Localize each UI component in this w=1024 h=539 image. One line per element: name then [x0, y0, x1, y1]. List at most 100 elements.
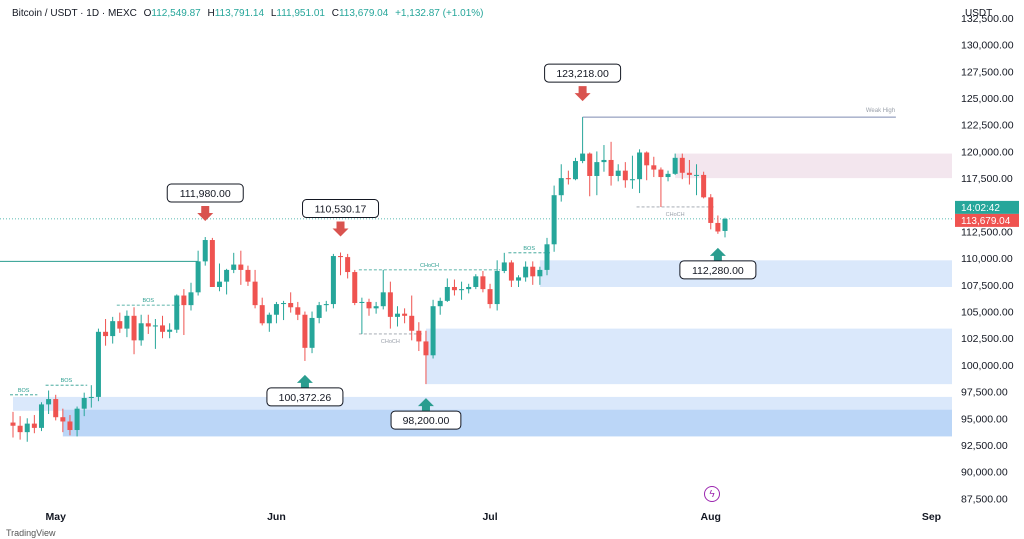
y-tick-label: 117,500.00 [961, 173, 1013, 185]
candle-body [380, 292, 386, 307]
arrow-down-icon [574, 86, 591, 102]
candle-body [238, 264, 244, 270]
candle-body [46, 399, 52, 405]
candle [437, 297, 443, 315]
price-callout-box [544, 63, 622, 83]
candle-body [74, 408, 80, 431]
candle [110, 316, 116, 344]
candle [330, 253, 336, 309]
candle [259, 297, 265, 326]
candle [644, 151, 650, 181]
candle-body [679, 157, 685, 173]
candle-body [81, 397, 87, 409]
candle-body [224, 269, 230, 282]
candle [195, 250, 201, 296]
candle-body [437, 300, 443, 307]
candle-body [373, 306, 379, 309]
high-value: 113,791.14 [214, 8, 265, 19]
candle [416, 322, 422, 352]
candle [238, 250, 244, 285]
candle [224, 268, 230, 295]
candle-body [601, 159, 607, 163]
candle-body [402, 313, 408, 316]
candle [565, 170, 571, 185]
candle-body [117, 321, 123, 329]
candle [694, 164, 700, 196]
candle-body [494, 270, 500, 305]
candle-body [701, 174, 707, 198]
candle-body [231, 264, 237, 270]
candle [459, 281, 465, 300]
candle [302, 311, 308, 361]
structure-label: CHoCH [420, 263, 439, 269]
y-axis-panel [952, 0, 1024, 539]
candle-body [694, 174, 700, 176]
countdown-badge [955, 200, 1019, 214]
y-tick-label: 132,500.00 [961, 13, 1014, 25]
price-callout-box [390, 410, 462, 430]
candle-body [359, 301, 365, 303]
candle [266, 312, 272, 332]
candle [103, 319, 109, 346]
candle-body [281, 302, 287, 305]
candle [288, 292, 294, 313]
candle [409, 295, 415, 341]
candle-body [266, 314, 272, 324]
candle [309, 311, 315, 354]
candle [508, 260, 514, 287]
y-tick-label: 95,000.00 [961, 413, 1008, 425]
candle-body [330, 256, 336, 305]
candle [637, 149, 643, 194]
structure-label: BOS [523, 246, 535, 252]
candle [544, 237, 550, 276]
candle [722, 217, 728, 238]
candle-body [580, 153, 586, 162]
arrow-up-icon [417, 398, 434, 414]
candle [31, 415, 37, 434]
price-callout-box [166, 183, 244, 203]
candle-body [103, 331, 109, 337]
candle [658, 167, 664, 207]
candle-body [394, 313, 400, 317]
candle-body [451, 286, 457, 291]
candle-body [387, 292, 393, 317]
candle-body [686, 172, 692, 175]
candle-body [152, 325, 158, 327]
candle [60, 408, 66, 433]
candle-body [95, 331, 101, 397]
y-tick-label: 107,500.00 [961, 280, 1014, 292]
y-tick-label: 97,500.00 [961, 387, 1008, 399]
y-tick-label: 120,000.00 [961, 146, 1014, 158]
candle-body [38, 404, 44, 428]
candle [402, 308, 408, 324]
candle-body [88, 396, 94, 398]
lightning-icon[interactable]: ϟ [704, 486, 720, 502]
x-tick-label: May [46, 511, 67, 523]
candle-body [466, 286, 472, 290]
candle [216, 263, 222, 292]
candle [209, 237, 215, 287]
candle [708, 194, 714, 230]
candle [587, 152, 593, 197]
candle-body [309, 317, 315, 348]
candle-body [594, 162, 600, 176]
candle-body [24, 423, 30, 433]
candle-body [188, 292, 194, 306]
candle [480, 270, 486, 293]
candle-body [565, 178, 571, 180]
candle [537, 266, 543, 285]
change-value: +1,132.87 (+1.01%) [395, 8, 484, 19]
candle-body [665, 173, 671, 178]
candle-body [416, 330, 422, 342]
candle-body [487, 289, 493, 305]
candle [466, 283, 472, 294]
symbol-title: Bitcoin / USDT · 1D · MEXC [12, 8, 137, 19]
candle [430, 299, 436, 359]
candle [38, 402, 44, 432]
structure-label: CHoCH [666, 212, 685, 218]
arrow-down-icon [197, 206, 214, 222]
candle-body [530, 266, 536, 277]
candle [473, 274, 479, 290]
price-callout-label: 123,218.00 [556, 68, 609, 80]
